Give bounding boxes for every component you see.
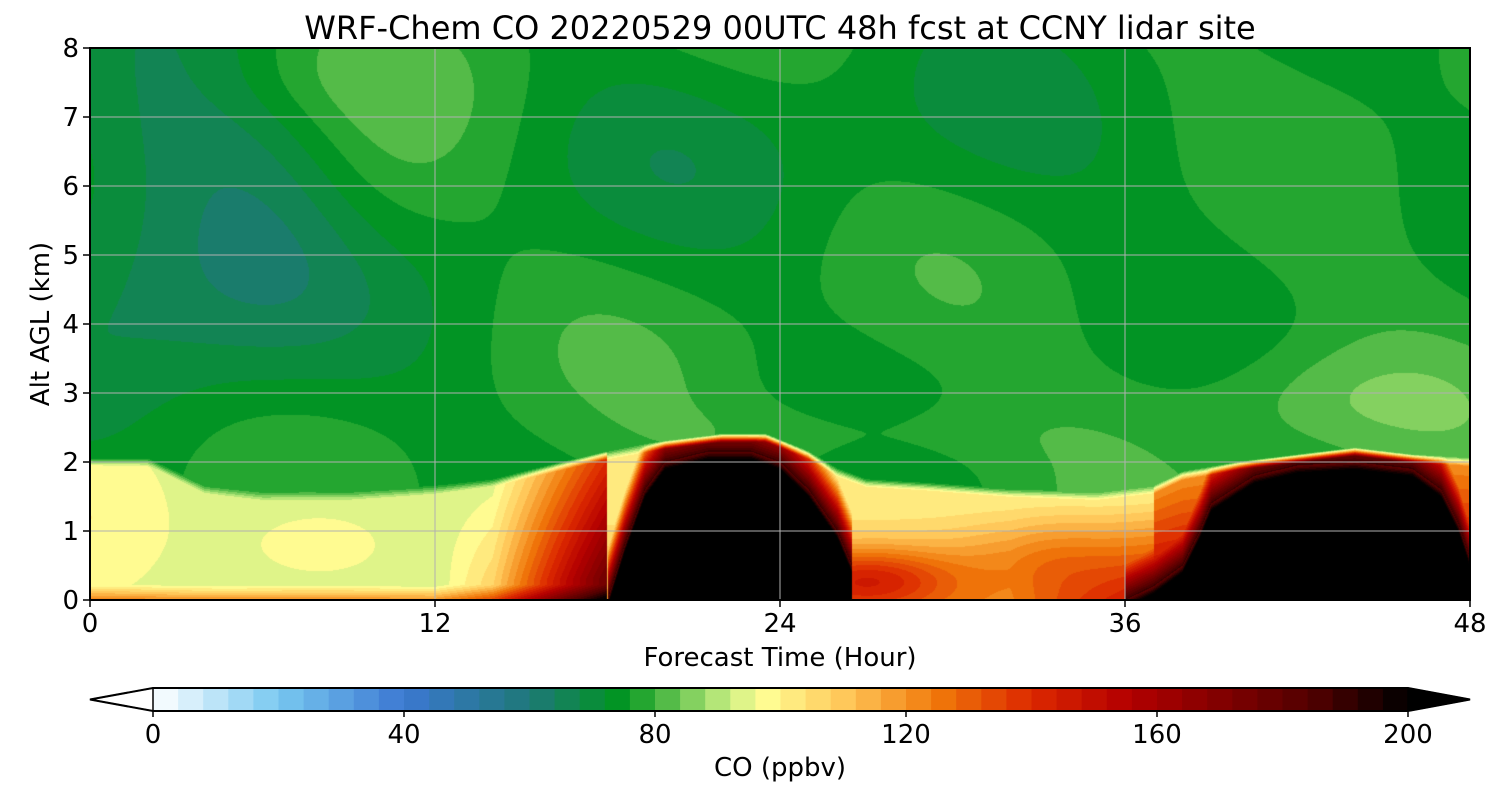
colorbar-segment [880, 688, 907, 711]
y-tick-label: 2 [62, 448, 79, 478]
colorbar-segment [855, 688, 882, 711]
x-tick-label: 36 [1108, 609, 1141, 639]
colorbar-segment [680, 688, 706, 711]
y-axis: 0 1 2 3 4 5 6 7 8 [62, 34, 90, 616]
x-axis: 0 12 24 36 48 [82, 600, 1487, 639]
colorbar-segment [353, 688, 380, 711]
colorbar-segment [404, 688, 430, 711]
colorbar-tick-label: 80 [638, 720, 671, 750]
colorbar-segment [1207, 688, 1233, 711]
y-tick-label: 1 [62, 517, 79, 547]
y-tick-label: 0 [62, 586, 79, 616]
y-tick-label: 7 [62, 103, 79, 133]
colorbar-segment [278, 688, 305, 711]
colorbar-segment [1081, 688, 1108, 711]
colorbar-segment [730, 688, 756, 711]
colorbar-segment [529, 688, 556, 711]
colorbar-segment [1182, 688, 1208, 711]
colorbar-tick-label: 40 [387, 720, 420, 750]
colorbar-segment [1106, 688, 1133, 711]
colorbar-extend-min [89, 687, 154, 712]
grid [90, 48, 1470, 600]
y-axis-label: Alt AGL (km) [26, 242, 56, 406]
chart-title: WRF-Chem CO 20220529 00UTC 48h fcst at C… [304, 9, 1255, 47]
colorbar-segment [1382, 688, 1409, 711]
colorbar-segment [629, 688, 656, 711]
y-tick-label: 5 [62, 241, 79, 271]
colorbar-segment [1232, 688, 1258, 711]
colorbar-segment [830, 688, 857, 711]
colorbar-segment [328, 688, 355, 711]
colorbar-segment [303, 688, 330, 711]
colorbar-segment [906, 688, 932, 711]
colorbar-segment [1332, 688, 1359, 711]
x-tick-label: 48 [1453, 609, 1486, 639]
x-tick-label: 24 [763, 609, 796, 639]
colorbar-segment [981, 688, 1007, 711]
colorbar-segment [780, 688, 807, 711]
colorbar-segment [1257, 688, 1284, 711]
colorbar: 0 40 80 120 160 200 [89, 687, 1471, 750]
colorbar-segment [1157, 688, 1183, 711]
colorbar-segment [1282, 688, 1309, 711]
colorbar-segment [655, 688, 681, 711]
colorbar-segment [178, 688, 204, 711]
colorbar-segment [253, 688, 280, 711]
colorbar-segment [805, 688, 832, 711]
colorbar-segment [1357, 688, 1384, 711]
colorbar-segment [579, 688, 606, 711]
colorbar-segment [1031, 688, 1058, 711]
colorbar-segment [956, 688, 982, 711]
colorbar-segment [1307, 688, 1334, 711]
colorbar-extend-max [1407, 687, 1471, 712]
x-tick-label: 12 [418, 609, 451, 639]
colorbar-segment [504, 688, 531, 711]
colorbar-segment [1131, 688, 1158, 711]
colorbar-segment [554, 688, 581, 711]
colorbar-tick-label: 200 [1383, 720, 1433, 750]
colorbar-label: CO (ppbv) [714, 753, 846, 783]
colorbar-segment [378, 688, 405, 711]
colorbar-segment [705, 688, 731, 711]
colorbar-tick-label: 0 [145, 720, 162, 750]
colorbar-segment [429, 688, 455, 711]
colorbar-segment [604, 688, 631, 711]
colorbar-tick-label: 120 [881, 720, 931, 750]
colorbar-segment [153, 688, 179, 711]
x-tick-label: 0 [82, 609, 99, 639]
colorbar-segment [203, 688, 229, 711]
y-tick-label: 6 [62, 172, 79, 202]
colorbar-segment [479, 688, 505, 711]
colorbar-segment [931, 688, 957, 711]
colorbar-segment [454, 688, 480, 711]
colorbar-segment [755, 688, 782, 711]
y-tick-label: 4 [62, 310, 79, 340]
colorbar-segment [228, 688, 254, 711]
colorbar-tick-label: 160 [1132, 720, 1182, 750]
x-axis-label: Forecast Time (Hour) [643, 643, 916, 673]
y-tick-label: 3 [62, 379, 79, 409]
colorbar-segment [1006, 688, 1033, 711]
y-tick-label: 8 [62, 34, 79, 64]
colorbar-segment [1056, 688, 1083, 711]
